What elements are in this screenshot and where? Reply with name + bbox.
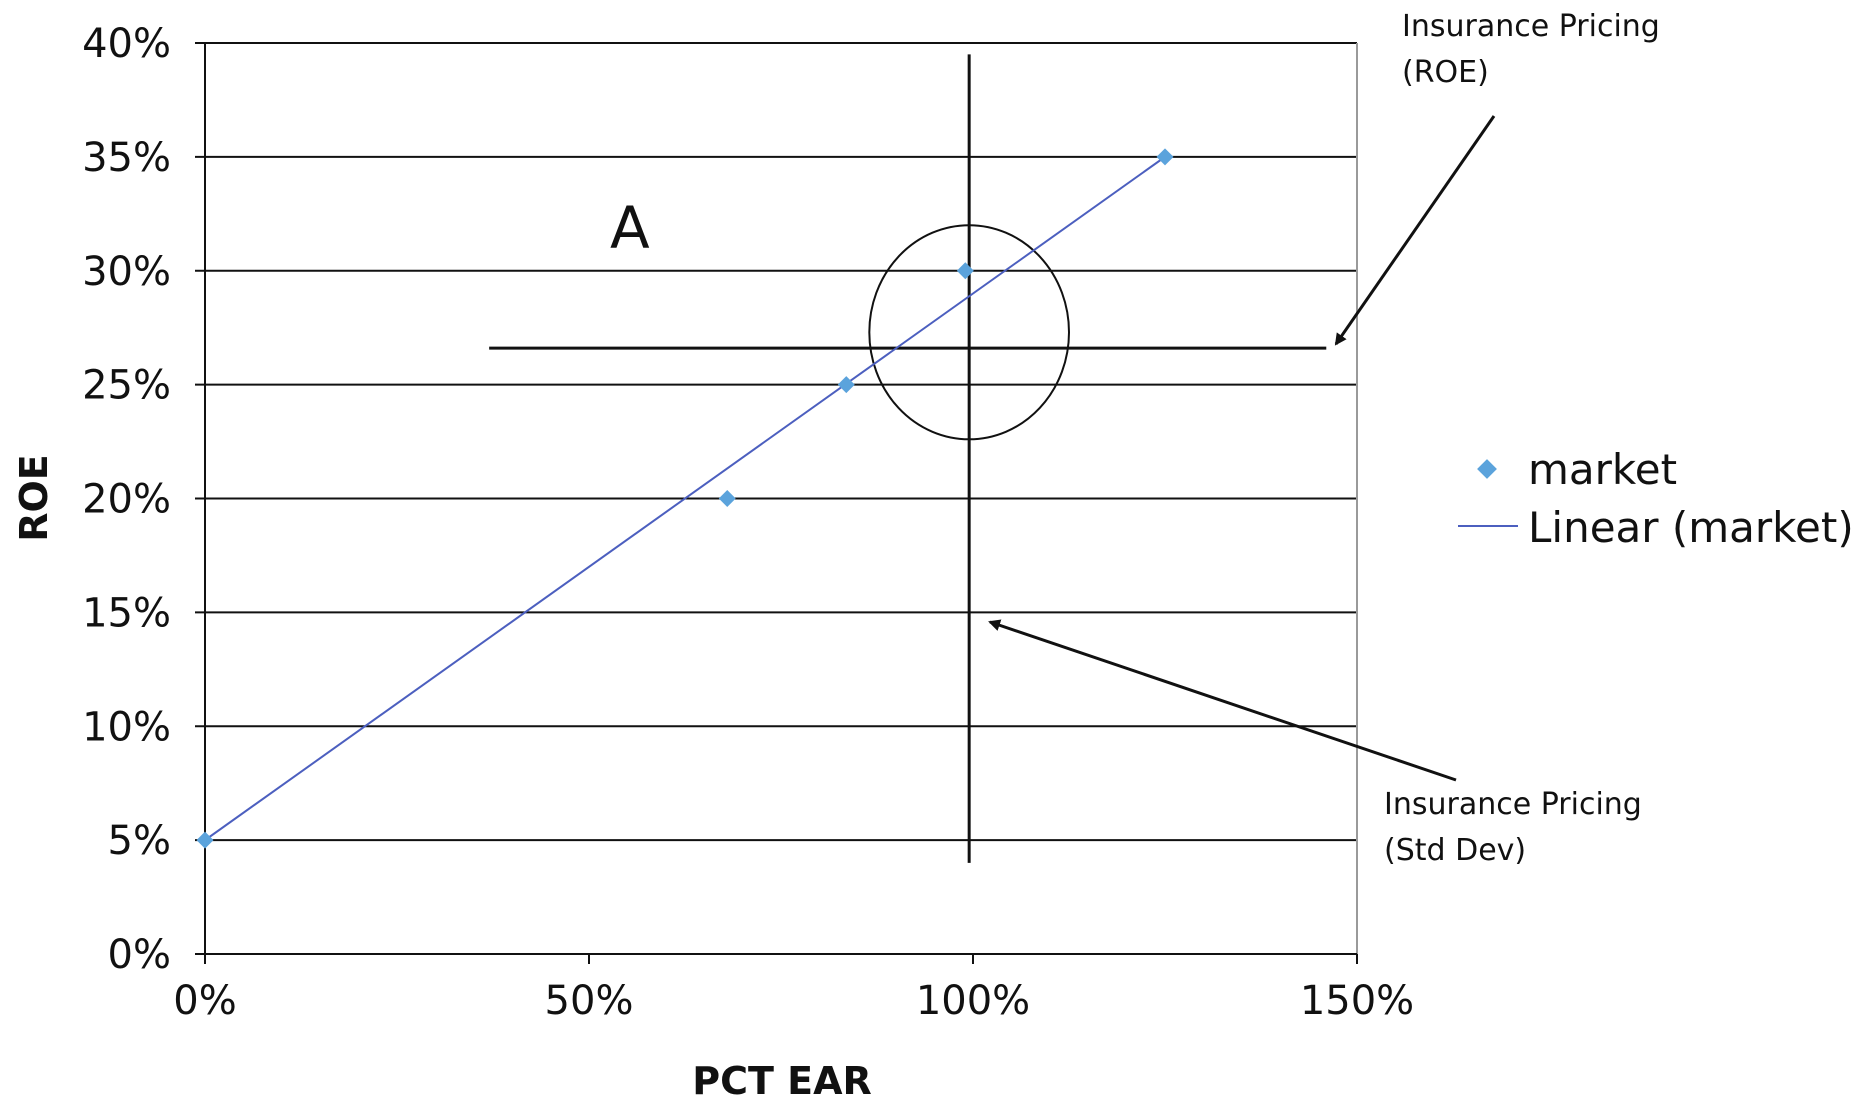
data-point-market [1156, 148, 1174, 166]
y-tick-label: 10% [82, 704, 171, 750]
roe-annotation-line1: Insurance Pricing [1402, 9, 1660, 44]
y-tick-label: 20% [82, 477, 171, 523]
x-tick-label: 100% [916, 978, 1030, 1024]
data-point-market [956, 262, 974, 280]
data-point-market [837, 376, 855, 394]
data-point-market [718, 490, 736, 507]
x-tick-label: 50% [545, 978, 634, 1024]
legend-label-market: market [1528, 445, 1677, 494]
legend-marker-market [1477, 459, 1497, 479]
data-point-market [196, 831, 214, 849]
series-layer [196, 148, 1174, 849]
y-tick-label: 0% [108, 932, 171, 978]
y-tick-label: 15% [82, 590, 171, 636]
y-tick-label: 5% [108, 818, 171, 864]
legend-label-linear: Linear (market) [1528, 503, 1854, 552]
roe-annotation-arrow [1334, 115, 1496, 346]
highlight-ellipse [868, 224, 1070, 441]
y-axis-title: ROE [12, 454, 56, 542]
x-tick-label: 150% [1300, 978, 1414, 1024]
roe-annotation-line2: (ROE) [1402, 55, 1489, 90]
y-tick-label: 25% [82, 363, 171, 409]
gridlines [205, 42, 1357, 955]
x-tick-label: 0% [173, 978, 236, 1024]
y-tick-label: 35% [82, 135, 171, 181]
y-tick-label: 40% [82, 21, 171, 67]
axes: 0% 5% 10% 15% 20% 25% 30% 35% 40% 0% 50% 100% 150% [82, 21, 1414, 1024]
y-tick-label: 30% [82, 249, 171, 295]
legend: market Linear (market) [1458, 445, 1854, 552]
reference-lines [489, 54, 1327, 863]
std-dev-annotation-line1: Insurance Pricing [1384, 787, 1642, 822]
trendline-linear-market [204, 156, 1166, 841]
annotation-letter-a: A [610, 194, 650, 262]
x-axis-title: PCT EAR [692, 1059, 872, 1102]
std-dev-annotation-arrow [988, 619, 1457, 782]
annotations: A Insurance Pricing (ROE) Insurance Pric… [610, 9, 1660, 868]
std-dev-annotation-line2: (Std Dev) [1384, 833, 1526, 868]
